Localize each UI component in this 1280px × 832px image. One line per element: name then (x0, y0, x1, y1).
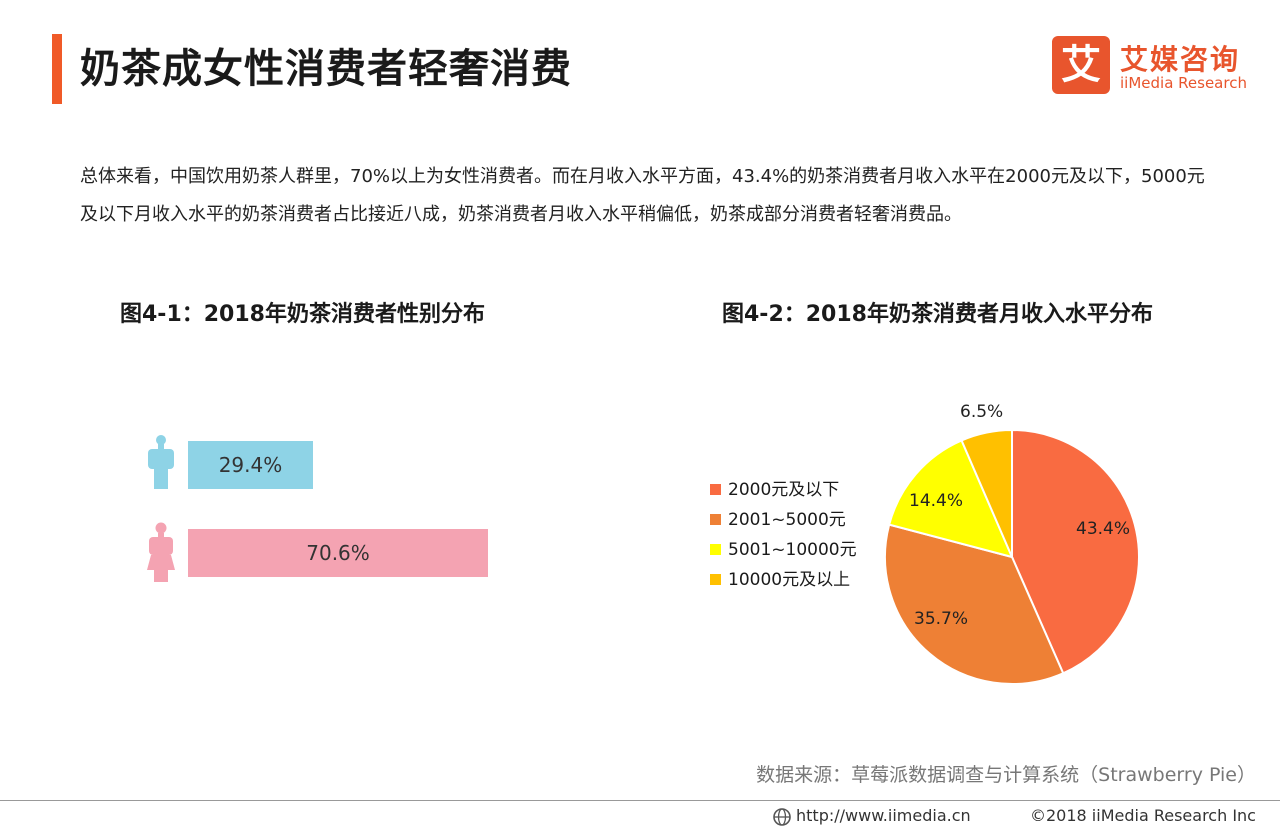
footer-divider (0, 800, 1280, 801)
pie-label-2000-below: 43.4% (1076, 519, 1131, 539)
legend-label: 5001~10000元 (728, 540, 857, 560)
pie-slice-5001-10000 (887, 439, 1014, 559)
logo-chinese-name: 艾媒咨询 (1120, 43, 1241, 76)
data-source: 数据来源：草莓派数据调查与计算系统（Strawberry Pie） (756, 764, 1256, 786)
figure-4-2-title: 图4-2：2018年奶茶消费者月收入水平分布 (722, 302, 1153, 327)
intro-paragraph: 总体来看，中国饮用奶茶人群里，70%以上为女性消费者。而在月收入水平方面，43.… (80, 166, 1205, 225)
figure-4-1-title: 图4-1：2018年奶茶消费者性别分布 (120, 302, 485, 327)
footer-copyright: ©2018 iiMedia Research Inc (1030, 806, 1256, 825)
pie-slice-2000-below (1011, 428, 1140, 675)
legend-swatch (710, 484, 721, 495)
bar-female-label: 70.6% (306, 541, 370, 565)
legend-label: 10000元及以上 (728, 570, 851, 590)
iimedia-logo: 艾 艾媒咨询 iiMedia Research (1052, 36, 1262, 96)
logo-english-name: iiMedia Research (1120, 74, 1247, 92)
pie-slice-10000-above (960, 428, 1013, 558)
bar-female: 70.6% (188, 529, 489, 577)
legend-swatch (710, 514, 721, 525)
female-person-icon (147, 522, 175, 582)
pie-label-10000-above: 6.5% (960, 402, 1004, 422)
legend-label: 2000元及以下 (728, 480, 840, 500)
pie-label-5001-10000: 14.4% (909, 491, 964, 511)
footer-url-text[interactable]: http://www.iimedia.cn (796, 806, 971, 825)
legend-label: 2001~5000元 (728, 510, 846, 530)
footer-url[interactable]: http://www.iimedia.cn (773, 806, 971, 826)
pie-label-2001-5000: 35.7% (914, 609, 969, 629)
income-pie-chart (884, 428, 1140, 685)
pie-slice-2001-5000 (884, 523, 1065, 685)
page-title: 奶茶成女性消费者轻奢消费 (80, 46, 572, 92)
legend-swatch (710, 544, 721, 555)
logo-mark (1052, 36, 1110, 94)
logo-mark-char: 艾 (1061, 42, 1101, 88)
legend-swatch (710, 574, 721, 585)
bar-male: 29.4% (188, 441, 313, 489)
globe-icon (773, 808, 791, 826)
title-accent-bar (52, 34, 62, 104)
male-person-icon (148, 435, 174, 489)
bar-male-label: 29.4% (218, 453, 283, 477)
